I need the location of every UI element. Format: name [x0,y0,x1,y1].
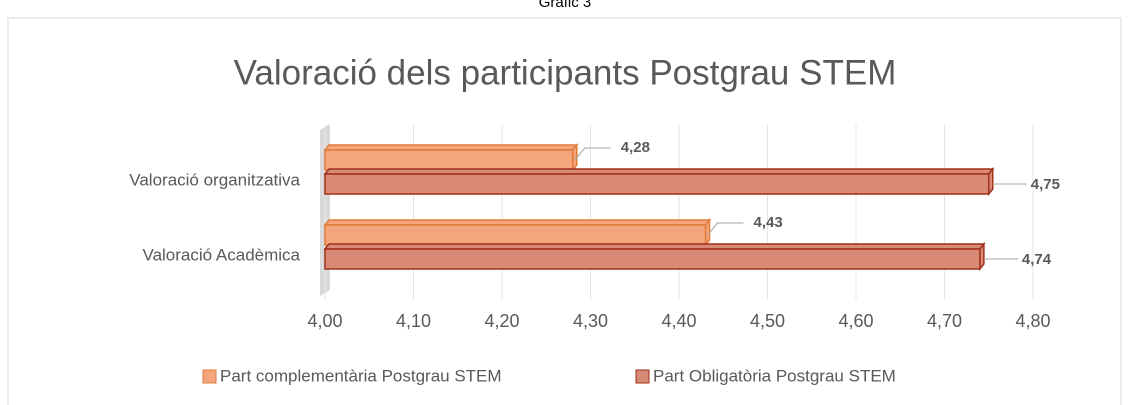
data-label: 4,28 [621,139,650,156]
x-tick-label: 4,00 [307,311,342,331]
bar [324,173,990,195]
y-tick-label: Valoració organitzativa [129,170,300,189]
x-tick-label: 4,20 [484,311,519,331]
caption: Gràfic 3 [539,0,592,11]
legend-label: Part complementària Postgrau STEM [220,366,502,385]
legend-label: Part Obligatòria Postgrau STEM [653,366,896,385]
caption-bg [480,0,650,17]
y-tick-label: Valoració Acadèmica [143,245,301,264]
x-tick-label: 4,10 [396,311,431,331]
x-tick-label: 4,30 [573,311,608,331]
x-tick-label: 4,80 [1015,311,1050,331]
data-label: 4,75 [1031,176,1060,193]
chart-title: Valoració dels participants Postgrau STE… [234,53,897,92]
legend-swatch [635,369,650,384]
data-label: 4,43 [754,214,783,231]
bar [324,248,981,270]
x-tick-label: 4,70 [927,311,962,331]
bar [324,224,707,246]
x-tick-label: 4,40 [661,311,696,331]
data-label: 4,74 [1022,251,1052,268]
leader-line [574,147,611,161]
x-tick-label: 4,60 [838,311,873,331]
leader-line [707,222,744,236]
legend-swatch [202,369,217,384]
chart-border [7,17,1122,405]
bar [324,149,574,171]
x-tick-label: 4,50 [750,311,785,331]
